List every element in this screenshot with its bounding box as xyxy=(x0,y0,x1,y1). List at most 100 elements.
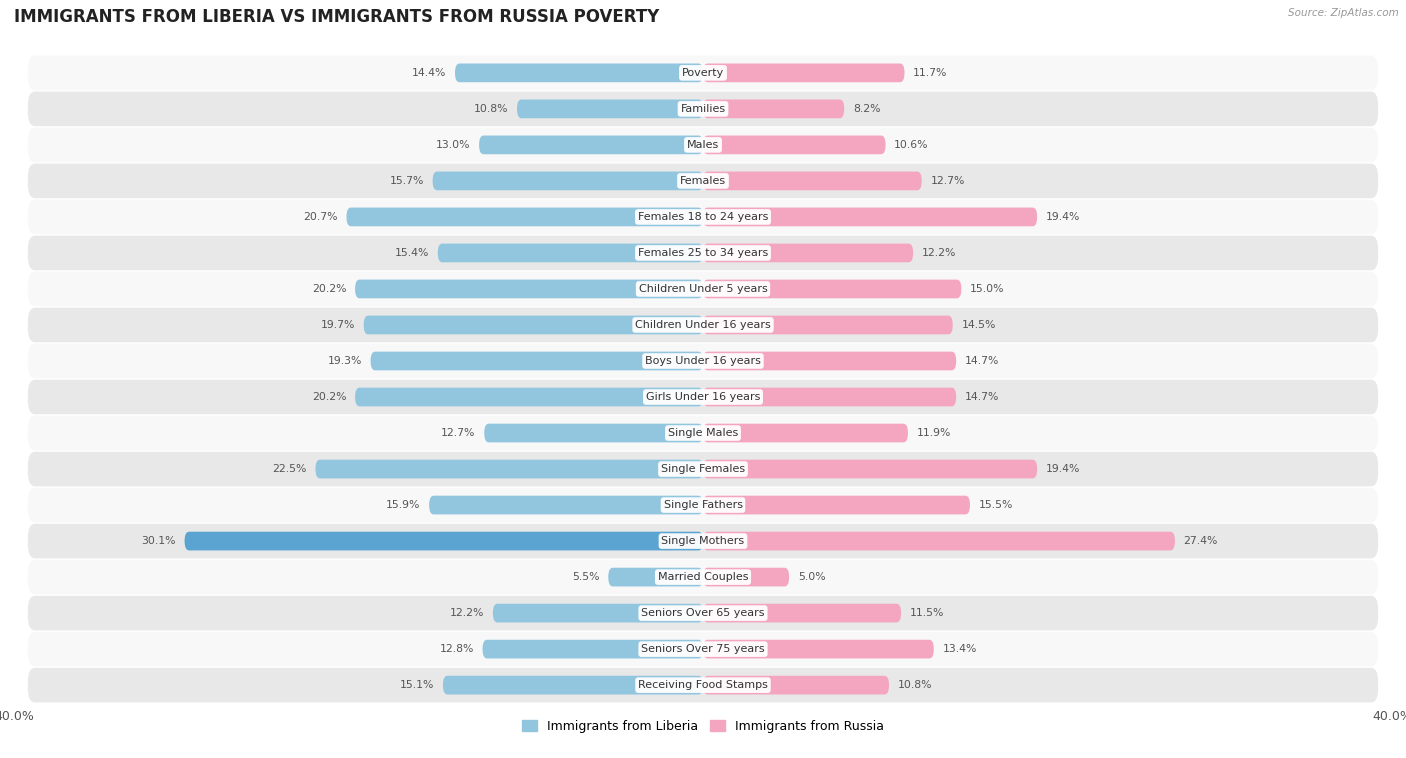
FancyBboxPatch shape xyxy=(482,640,703,659)
FancyBboxPatch shape xyxy=(703,424,908,443)
FancyBboxPatch shape xyxy=(517,99,703,118)
Text: 20.2%: 20.2% xyxy=(312,284,346,294)
Text: 10.8%: 10.8% xyxy=(897,680,932,690)
Text: 13.4%: 13.4% xyxy=(942,644,977,654)
Text: 11.7%: 11.7% xyxy=(912,68,948,78)
FancyBboxPatch shape xyxy=(479,136,703,155)
Text: 20.7%: 20.7% xyxy=(304,212,337,222)
FancyBboxPatch shape xyxy=(456,64,703,82)
Text: 15.0%: 15.0% xyxy=(970,284,1004,294)
FancyBboxPatch shape xyxy=(443,676,703,694)
Text: Males: Males xyxy=(688,140,718,150)
FancyBboxPatch shape xyxy=(28,596,1378,631)
FancyBboxPatch shape xyxy=(364,315,703,334)
Text: Females: Females xyxy=(681,176,725,186)
FancyBboxPatch shape xyxy=(703,496,970,515)
Text: 12.7%: 12.7% xyxy=(441,428,475,438)
Text: Single Males: Single Males xyxy=(668,428,738,438)
FancyBboxPatch shape xyxy=(28,487,1378,522)
FancyBboxPatch shape xyxy=(703,208,1038,227)
Text: IMMIGRANTS FROM LIBERIA VS IMMIGRANTS FROM RUSSIA POVERTY: IMMIGRANTS FROM LIBERIA VS IMMIGRANTS FR… xyxy=(14,8,659,26)
Text: Receiving Food Stamps: Receiving Food Stamps xyxy=(638,680,768,690)
Text: Single Mothers: Single Mothers xyxy=(661,536,745,546)
FancyBboxPatch shape xyxy=(28,380,1378,415)
Text: 12.2%: 12.2% xyxy=(450,608,484,618)
FancyBboxPatch shape xyxy=(609,568,703,587)
Text: 19.7%: 19.7% xyxy=(321,320,356,330)
FancyBboxPatch shape xyxy=(28,524,1378,559)
FancyBboxPatch shape xyxy=(315,459,703,478)
Text: 19.4%: 19.4% xyxy=(1046,212,1080,222)
FancyBboxPatch shape xyxy=(703,99,844,118)
Text: 8.2%: 8.2% xyxy=(853,104,880,114)
Text: 11.9%: 11.9% xyxy=(917,428,950,438)
Text: 12.2%: 12.2% xyxy=(922,248,956,258)
Text: 15.7%: 15.7% xyxy=(389,176,425,186)
FancyBboxPatch shape xyxy=(703,64,904,82)
FancyBboxPatch shape xyxy=(703,280,962,299)
FancyBboxPatch shape xyxy=(703,352,956,371)
FancyBboxPatch shape xyxy=(703,568,789,587)
Text: 19.4%: 19.4% xyxy=(1046,464,1080,474)
Text: Seniors Over 75 years: Seniors Over 75 years xyxy=(641,644,765,654)
Text: Children Under 16 years: Children Under 16 years xyxy=(636,320,770,330)
FancyBboxPatch shape xyxy=(433,171,703,190)
Text: 22.5%: 22.5% xyxy=(273,464,307,474)
Text: Females 25 to 34 years: Females 25 to 34 years xyxy=(638,248,768,258)
FancyBboxPatch shape xyxy=(703,171,922,190)
Text: 15.4%: 15.4% xyxy=(395,248,429,258)
FancyBboxPatch shape xyxy=(703,603,901,622)
Text: Boys Under 16 years: Boys Under 16 years xyxy=(645,356,761,366)
Text: 5.5%: 5.5% xyxy=(572,572,599,582)
Text: 11.5%: 11.5% xyxy=(910,608,943,618)
Text: 12.7%: 12.7% xyxy=(931,176,965,186)
Text: Girls Under 16 years: Girls Under 16 years xyxy=(645,392,761,402)
FancyBboxPatch shape xyxy=(346,208,703,227)
FancyBboxPatch shape xyxy=(28,415,1378,450)
FancyBboxPatch shape xyxy=(703,315,953,334)
Text: 15.1%: 15.1% xyxy=(399,680,434,690)
FancyBboxPatch shape xyxy=(703,676,889,694)
FancyBboxPatch shape xyxy=(28,308,1378,343)
FancyBboxPatch shape xyxy=(703,387,956,406)
Text: Poverty: Poverty xyxy=(682,68,724,78)
FancyBboxPatch shape xyxy=(703,243,912,262)
Text: Single Fathers: Single Fathers xyxy=(664,500,742,510)
Text: 14.5%: 14.5% xyxy=(962,320,995,330)
FancyBboxPatch shape xyxy=(28,199,1378,234)
FancyBboxPatch shape xyxy=(703,136,886,155)
Text: 14.7%: 14.7% xyxy=(965,392,1000,402)
Text: 19.3%: 19.3% xyxy=(328,356,361,366)
Legend: Immigrants from Liberia, Immigrants from Russia: Immigrants from Liberia, Immigrants from… xyxy=(516,715,890,738)
Text: 30.1%: 30.1% xyxy=(142,536,176,546)
FancyBboxPatch shape xyxy=(28,127,1378,162)
FancyBboxPatch shape xyxy=(356,387,703,406)
FancyBboxPatch shape xyxy=(28,236,1378,271)
Text: 10.6%: 10.6% xyxy=(894,140,929,150)
FancyBboxPatch shape xyxy=(494,603,703,622)
Text: 5.0%: 5.0% xyxy=(797,572,825,582)
FancyBboxPatch shape xyxy=(28,560,1378,594)
Text: Married Couples: Married Couples xyxy=(658,572,748,582)
Text: 20.2%: 20.2% xyxy=(312,392,346,402)
FancyBboxPatch shape xyxy=(28,271,1378,306)
Text: 12.8%: 12.8% xyxy=(440,644,474,654)
FancyBboxPatch shape xyxy=(28,632,1378,666)
FancyBboxPatch shape xyxy=(437,243,703,262)
FancyBboxPatch shape xyxy=(184,531,703,550)
FancyBboxPatch shape xyxy=(484,424,703,443)
Text: Single Females: Single Females xyxy=(661,464,745,474)
Text: Source: ZipAtlas.com: Source: ZipAtlas.com xyxy=(1288,8,1399,17)
FancyBboxPatch shape xyxy=(28,343,1378,378)
Text: Females 18 to 24 years: Females 18 to 24 years xyxy=(638,212,768,222)
Text: 10.8%: 10.8% xyxy=(474,104,509,114)
FancyBboxPatch shape xyxy=(429,496,703,515)
FancyBboxPatch shape xyxy=(356,280,703,299)
FancyBboxPatch shape xyxy=(28,452,1378,487)
FancyBboxPatch shape xyxy=(28,164,1378,198)
FancyBboxPatch shape xyxy=(28,668,1378,703)
Text: Children Under 5 years: Children Under 5 years xyxy=(638,284,768,294)
FancyBboxPatch shape xyxy=(28,92,1378,126)
FancyBboxPatch shape xyxy=(703,531,1175,550)
Text: Seniors Over 65 years: Seniors Over 65 years xyxy=(641,608,765,618)
